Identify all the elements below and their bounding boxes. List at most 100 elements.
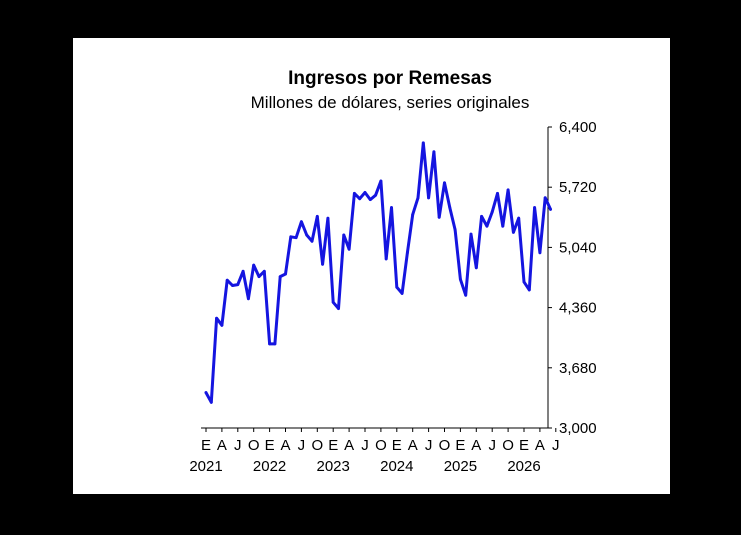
x-month-label: O — [439, 437, 451, 454]
data-point — [273, 342, 277, 346]
x-month-label: A — [217, 437, 227, 454]
x-month-label: A — [408, 437, 418, 454]
data-point — [406, 251, 409, 255]
x-month-label: J — [361, 437, 369, 454]
x-year-label: 2021 — [189, 458, 222, 475]
series-line — [204, 141, 552, 404]
data-point — [506, 188, 510, 192]
x-month-label: J — [488, 437, 496, 454]
data-point — [432, 150, 436, 154]
x-month-label: E — [201, 437, 211, 454]
y-tick-label: 6,400 — [559, 119, 597, 136]
data-point — [416, 196, 420, 200]
data-point — [501, 224, 505, 228]
x-month-label: O — [248, 437, 260, 454]
series-layer — [204, 141, 552, 404]
data-point — [347, 247, 351, 251]
data-point — [469, 232, 473, 236]
data-point — [543, 196, 547, 200]
chart-subtitle: Millones de dólares, series originales — [251, 93, 530, 112]
data-point — [241, 269, 245, 273]
data-point — [289, 235, 293, 239]
data-point — [453, 228, 457, 232]
data-point — [464, 293, 468, 297]
data-point — [321, 262, 324, 266]
x-month-label: A — [344, 437, 354, 454]
data-point — [533, 206, 536, 209]
data-point — [209, 400, 213, 404]
x-month-label: E — [265, 437, 275, 454]
x-month-label: O — [502, 437, 514, 454]
data-point — [512, 230, 515, 234]
data-point — [278, 275, 282, 279]
data-point — [262, 269, 266, 273]
data-point — [326, 216, 330, 220]
data-point — [220, 323, 224, 327]
line-chart: Ingresos por Remesas Millones de dólares… — [189, 68, 597, 475]
data-point — [300, 220, 303, 224]
x-month-label: A — [535, 437, 545, 454]
data-point — [549, 207, 552, 211]
data-point — [236, 283, 240, 286]
x-year-label: 2023 — [317, 458, 350, 475]
x-month-label: J — [425, 437, 433, 454]
x-month-label: J — [298, 437, 306, 454]
data-point — [257, 275, 261, 279]
x-month-label: E — [455, 437, 465, 454]
x-year-label: 2022 — [253, 458, 286, 475]
x-month-label: O — [311, 437, 323, 454]
data-point — [421, 141, 425, 145]
data-point — [496, 191, 499, 195]
data-point — [480, 215, 483, 218]
data-point — [252, 263, 256, 267]
data-point — [310, 239, 314, 243]
x-year-label: 2024 — [380, 458, 413, 475]
y-tick-label: 3,000 — [559, 420, 597, 437]
x-month-label: E — [519, 437, 529, 454]
x-year-label: 2025 — [444, 458, 477, 475]
x-month-label: A — [471, 437, 481, 454]
data-point — [268, 342, 271, 346]
data-point — [390, 206, 393, 209]
data-point — [363, 191, 367, 194]
data-point — [395, 285, 399, 289]
data-point — [215, 316, 219, 320]
chart-panel: Ingresos por Remesas Millones de dólares… — [73, 38, 670, 494]
data-point — [485, 224, 489, 228]
data-point — [379, 179, 383, 183]
data-point — [342, 233, 346, 237]
data-point — [448, 206, 452, 209]
data-point — [527, 288, 531, 292]
data-point — [353, 191, 356, 195]
data-point — [305, 233, 309, 237]
data-point — [474, 266, 478, 270]
y-tick-label: 3,680 — [559, 360, 597, 377]
data-point — [337, 307, 340, 310]
data-point — [490, 210, 494, 214]
data-point — [294, 236, 298, 240]
data-point — [358, 197, 362, 201]
y-tick-label: 5,040 — [559, 239, 597, 256]
data-point — [368, 198, 372, 201]
data-point — [284, 272, 287, 276]
data-point — [225, 278, 229, 282]
data-point — [459, 277, 462, 281]
data-point — [247, 297, 250, 301]
x-month-label: A — [280, 437, 290, 454]
x-month-label: E — [392, 437, 402, 454]
data-point — [400, 292, 404, 295]
chart-title: Ingresos por Remesas — [288, 68, 492, 89]
axes — [201, 127, 549, 429]
y-axis-ticks: 6,400 5,720 5,040 4,360 3,680 3,000 — [548, 119, 597, 437]
data-point — [427, 196, 430, 200]
x-month-label: J — [552, 437, 560, 454]
x-year-label: 2026 — [507, 458, 540, 475]
data-point — [522, 280, 526, 284]
data-point — [538, 251, 542, 255]
y-tick-label: 4,360 — [559, 300, 597, 317]
data-point — [443, 181, 446, 185]
data-point — [331, 300, 335, 304]
data-point — [231, 284, 234, 287]
data-point — [204, 391, 208, 394]
